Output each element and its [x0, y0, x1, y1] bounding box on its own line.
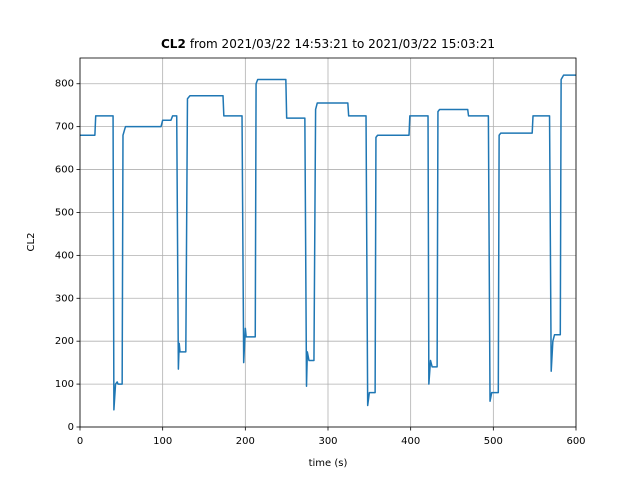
y-axis-label: CL2	[26, 233, 37, 252]
y-tick-label: 500	[55, 207, 74, 218]
y-tick-label: 300	[55, 293, 74, 304]
chart-title-bold: CL2	[161, 37, 186, 51]
chart-title-group: CL2 from 2021/03/22 14:53:21 to 2021/03/2…	[161, 37, 495, 51]
x-tick-label: 500	[484, 436, 503, 447]
y-tick-label: 700	[55, 122, 74, 133]
y-tick-label: 0	[68, 422, 74, 433]
x-tick-label: 600	[566, 436, 585, 447]
x-axis-label: time (s)	[309, 458, 348, 469]
y-tick-label: 600	[55, 165, 74, 176]
y-tick-label: 100	[55, 379, 74, 390]
x-tick-label: 100	[153, 436, 172, 447]
x-tick-label: 300	[318, 436, 337, 447]
data-line	[80, 74, 576, 411]
x-tick-label: 0	[77, 436, 83, 447]
x-tick-label: 400	[401, 436, 420, 447]
x-tick-label: 200	[236, 436, 255, 447]
y-tick-label: 200	[55, 336, 74, 347]
y-tick-label: 800	[55, 79, 74, 90]
chart-title: from 2021/03/22 14:53:21 to 2021/03/22 1…	[190, 37, 495, 51]
plot-frame	[79, 57, 577, 428]
y-tick-label: 400	[55, 250, 74, 261]
